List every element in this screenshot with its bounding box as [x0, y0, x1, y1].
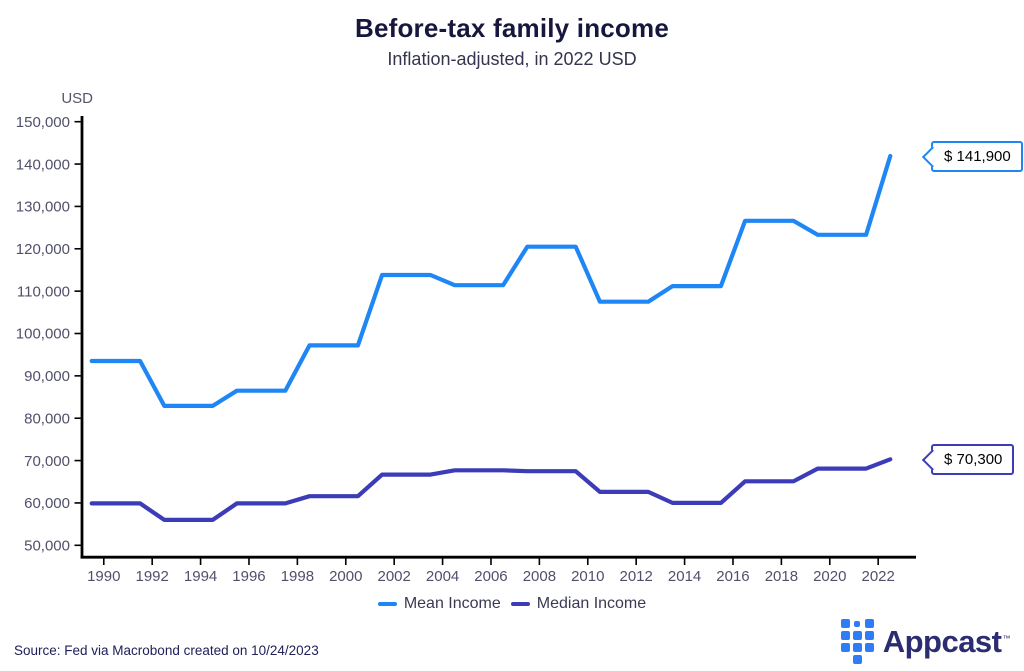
logo-squares-column	[852, 619, 862, 664]
y-tick-label: 50,000	[24, 538, 70, 555]
x-tick-label: 2006	[474, 568, 507, 585]
x-tick-label: 2020	[813, 568, 846, 585]
x-tick-label: 1990	[87, 568, 120, 585]
x-tick-label: 1998	[281, 568, 314, 585]
median-income-line	[89, 457, 893, 523]
mean-end-value-callout: $ 141,900	[931, 141, 1023, 172]
logo-squares-column	[840, 619, 850, 652]
chart-legend: Mean Income Median Income	[0, 595, 1024, 613]
x-tick-label: 1994	[184, 568, 217, 585]
y-tick-label: 70,000	[24, 453, 70, 470]
y-tick-label: 110,000	[17, 283, 70, 300]
x-tick-label: 1992	[135, 568, 168, 585]
x-tick-label: 2002	[377, 568, 410, 585]
x-tick-label: 2000	[329, 568, 362, 585]
y-tick-label: 80,000	[24, 410, 70, 427]
x-tick-label: 2010	[571, 568, 604, 585]
mean-income-line	[89, 153, 893, 408]
x-tick-label: 2004	[426, 568, 459, 585]
chart-title: Before-tax family income	[354, 13, 669, 43]
legend-item-median: Median Income	[510, 595, 647, 613]
logo-squares-column	[864, 619, 874, 652]
y-tick-label: 120,000	[16, 241, 70, 258]
chart-subtitle: Inflation-adjusted, in 2022 USD	[387, 49, 637, 69]
median-end-value: $ 70,300	[944, 451, 1003, 468]
x-tick-label: 2022	[861, 568, 894, 585]
legend-label-median: Median Income	[536, 595, 647, 612]
legend-label-mean: Mean Income	[403, 595, 501, 612]
x-tick-label: 2014	[668, 568, 701, 585]
x-tick-label: 2016	[716, 568, 749, 585]
y-axis-unit-label: USD	[61, 90, 93, 107]
median-end-value-callout: $ 70,300	[931, 444, 1015, 475]
appcast-logo-icon	[840, 619, 874, 664]
x-tick-label: 2008	[523, 568, 556, 585]
source-note: Source: Fed via Macrobond created on 10/…	[14, 643, 319, 658]
y-tick-label: 60,000	[24, 495, 70, 512]
x-tick-label: 1996	[232, 568, 265, 585]
median-line-swatch-icon	[510, 602, 530, 606]
legend-item-mean: Mean Income	[377, 595, 501, 613]
appcast-logo-text: Appcast™	[882, 624, 1011, 659]
y-tick-label: 130,000	[16, 199, 70, 216]
trademark-symbol: ™	[1002, 633, 1011, 643]
x-tick-label: 2012	[619, 568, 652, 585]
y-tick-label: 140,000	[16, 156, 70, 173]
appcast-logo: Appcast™	[840, 619, 1011, 664]
y-tick-label: 100,000	[16, 326, 70, 343]
income-line-chart: USD 50,000 60,000 70,000 80,000 90,000 100,000…	[16, 90, 916, 585]
mean-line-swatch-icon	[377, 602, 397, 606]
mean-end-value: $ 141,900	[944, 148, 1011, 165]
y-tick-label: 90,000	[24, 368, 70, 385]
x-tick-label: 2018	[765, 568, 798, 585]
y-tick-label: 150,000	[16, 114, 70, 131]
